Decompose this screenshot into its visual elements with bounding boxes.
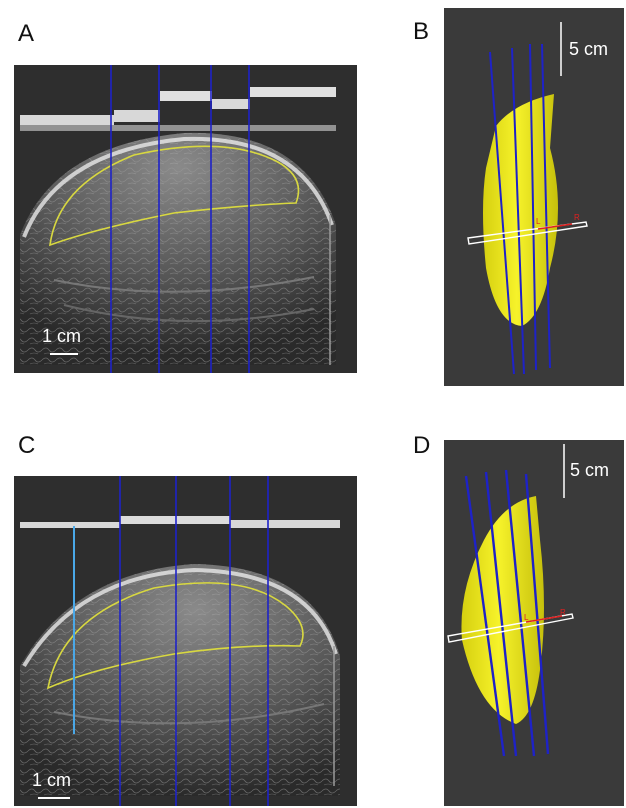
- axis-marker-r-d: R: [560, 608, 566, 617]
- panel-label-d: D: [413, 432, 431, 459]
- axis-marker-r-b: R: [574, 213, 580, 222]
- scale-bar-label-d: 5 cm: [570, 460, 609, 480]
- scale-bar-label-b: 5 cm: [569, 39, 608, 59]
- volume-render-b: L R 5 cm: [444, 8, 624, 386]
- scale-bar-label-c: 1 cm: [32, 770, 71, 790]
- volume-render-d: L R 5 cm: [444, 440, 624, 806]
- axis-marker-l-b: L: [536, 217, 541, 226]
- panel-label-c: C: [18, 432, 36, 459]
- panel-label-a: A: [18, 20, 35, 47]
- panel-label-b: B: [413, 18, 430, 45]
- ultrasound-image-a: 1 cm: [14, 65, 357, 373]
- axis-marker-l-d: L: [524, 613, 529, 622]
- scale-bar-label-a: 1 cm: [42, 326, 81, 346]
- ultrasound-image-c: 1 cm: [14, 476, 357, 806]
